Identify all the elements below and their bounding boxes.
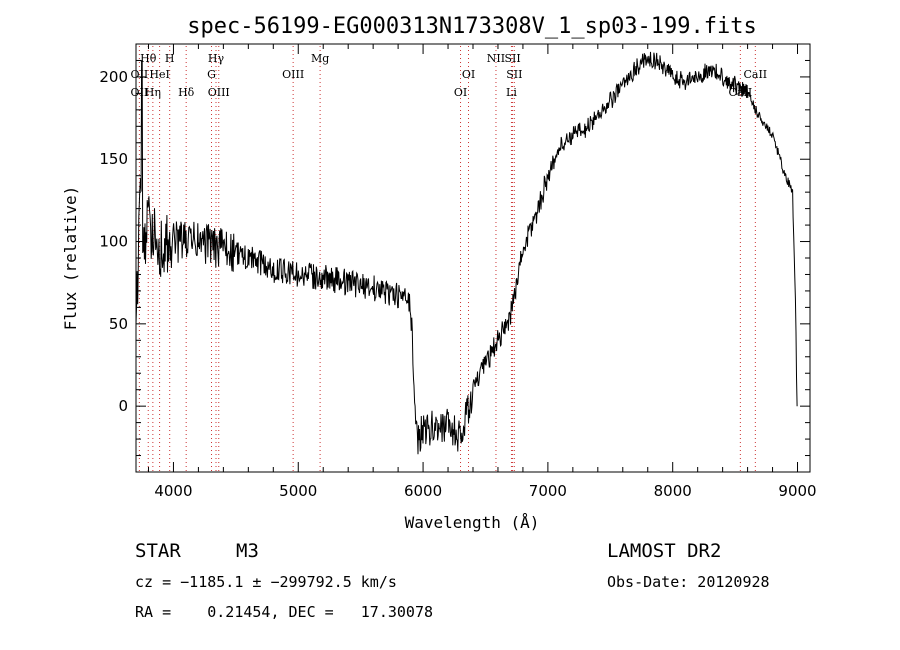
spectral-line-label: SII: [504, 52, 520, 65]
spectral-line-label: OI: [454, 86, 467, 99]
object-subclass: M3: [236, 540, 259, 562]
object-class: STAR: [135, 540, 181, 562]
spectral-line-label: OI: [462, 68, 475, 81]
x-tick-label: 6000: [404, 482, 442, 500]
plot-axes: [135, 43, 811, 473]
chart-title: spec-56199-EG000313N173308V_1_sp03-199.f…: [187, 14, 757, 39]
observation-date: Obs-Date: 20120928: [607, 573, 770, 591]
x-axis-label: Wavelength (Å): [405, 513, 540, 532]
spectrum-series-line: [135, 51, 798, 455]
y-tick-label: 0: [118, 397, 128, 415]
spectral-line-label: OIII: [282, 68, 304, 81]
x-tick-label: 5000: [279, 482, 317, 500]
spectral-line-label: Hγ: [208, 52, 225, 65]
x-tick-label: 9000: [778, 482, 816, 500]
spectral-line-label: SII: [506, 68, 522, 81]
spectral-line-label: HeI: [149, 68, 169, 81]
spectral-line-label: Li: [506, 86, 517, 99]
spectral-line-label: G: [207, 68, 216, 81]
spectral-line-label: Mg: [311, 52, 329, 65]
spectral-line-label: OIII: [208, 86, 230, 99]
y-tick-label: 200: [99, 68, 128, 86]
y-tick-label: 50: [109, 315, 128, 333]
x-tick-label: 8000: [654, 482, 692, 500]
x-tick-labels: 4000 5000 6000 7000 8000 9000: [154, 482, 816, 500]
spectral-line-label: OII: [131, 68, 149, 81]
spectral-line-label: NII: [487, 52, 505, 65]
survey-name: LAMOST DR2: [607, 540, 722, 562]
spectral-line-label: Hθ: [140, 52, 157, 65]
x-tick-label: 4000: [154, 482, 192, 500]
spectral-line-label: CaII: [743, 68, 767, 81]
y-axis-label: Flux (relative): [61, 186, 80, 331]
redshift-readout: cz = −1185.1 ± −299792.5 km/s: [135, 573, 397, 591]
coordinates-readout: RA = 0.21454, DEC = 17.30078: [135, 603, 434, 621]
spectral-line-label: H: [165, 52, 175, 65]
x-tick-label: 7000: [529, 482, 567, 500]
spectral-line-label: OII: [131, 86, 149, 99]
y-tick-label: 100: [99, 233, 128, 251]
y-tick-label: 150: [99, 150, 128, 168]
y-tick-labels: 0 50 100 150 200: [99, 68, 128, 415]
spectral-line-label: Hδ: [178, 86, 195, 99]
spectral-line-label: Hη: [145, 86, 161, 99]
